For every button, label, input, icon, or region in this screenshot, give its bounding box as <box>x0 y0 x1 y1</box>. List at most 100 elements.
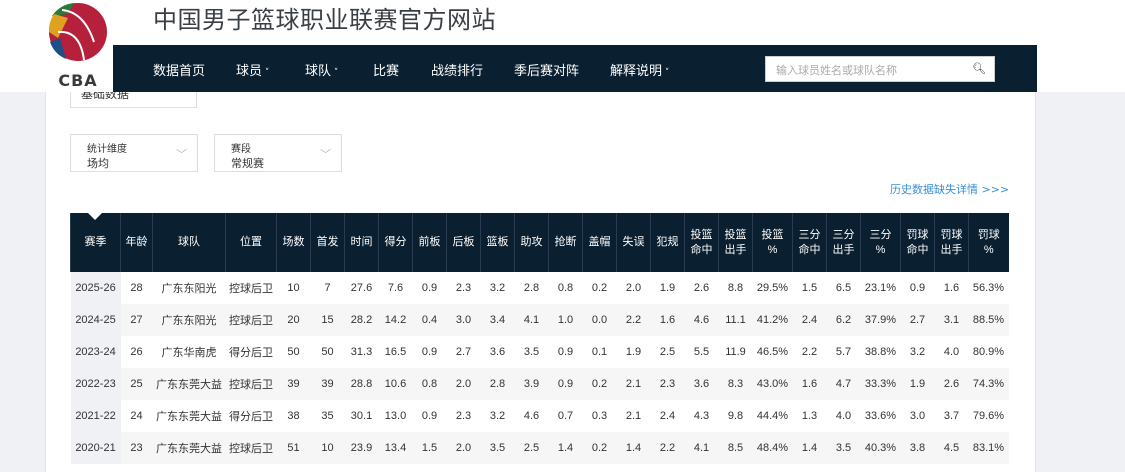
table-cell: 0.1 <box>591 346 608 358</box>
table-cell: 26 <box>130 346 143 358</box>
column-header[interactable]: 犯规 <box>650 213 685 272</box>
column-header[interactable]: 年龄 <box>120 213 153 272</box>
table-cell: 0.2 <box>591 282 608 294</box>
table-cell: 广东东莞大益 <box>156 411 222 423</box>
table-cell: 3.2 <box>489 410 506 422</box>
table-cell: 2.8 <box>480 368 515 400</box>
site-title: 中国男子篮球职业联赛官方网站 <box>153 6 496 34</box>
column-header[interactable]: 失误 <box>616 213 651 272</box>
table-cell: 得分后卫 <box>229 347 273 359</box>
cba-logo[interactable]: CBA <box>44 2 112 90</box>
table-cell: 31.3 <box>350 346 373 358</box>
nav-item[interactable]: 季后赛对阵 <box>514 60 579 79</box>
history-missing-link[interactable]: 历史数据缺失详情 >>> <box>890 183 1010 196</box>
nav-item[interactable]: 战绩排行 <box>431 60 483 79</box>
stage-select[interactable]: 赛段 常规赛 ﹀ <box>214 134 342 172</box>
table-cell: 3.5 <box>480 432 515 464</box>
column-header[interactable]: 三分 出手 <box>826 213 861 272</box>
search-input[interactable]: 输入球员姓名或球队名称 🔍︎ <box>765 56 995 82</box>
stage-value: 常规赛 <box>231 157 264 170</box>
table-cell: 2.5 <box>659 346 676 358</box>
column-header[interactable]: 罚球 出手 <box>934 213 969 272</box>
nav-item[interactable]: 比赛 <box>373 60 399 79</box>
table-cell: 3.6 <box>684 368 719 400</box>
table-cell: 51 <box>276 432 311 464</box>
column-header[interactable]: 场数 <box>276 213 311 272</box>
column-header[interactable]: 球队 <box>152 213 226 272</box>
column-header[interactable]: 前板 <box>412 213 447 272</box>
table-cell: 3.6 <box>489 346 506 358</box>
table-cell: 1.4 <box>616 432 651 464</box>
column-header[interactable]: 罚球 命中 <box>900 213 935 272</box>
table-row: 2022-23 25 广东东莞大益 控球后卫 39 39 28.8 10.6 0.8 2.0 2.8… <box>70 368 1009 400</box>
nav-item-label: 战绩排行 <box>431 64 484 79</box>
table-cell: 4.5 <box>934 432 969 464</box>
nav-item[interactable]: 球队 ˅ <box>305 60 338 79</box>
table-cell: 0.9 <box>421 346 438 358</box>
table-cell: 10 <box>310 432 345 464</box>
dimension-select[interactable]: 统计维度 场均 ﹀ <box>70 134 198 172</box>
table-cell: 2.6 <box>934 368 969 400</box>
table-cell: 80.9% <box>972 346 1005 358</box>
column-header[interactable]: 时间 <box>344 213 379 272</box>
table-cell: 3.0 <box>909 410 926 422</box>
column-header[interactable]: 篮板 <box>480 213 515 272</box>
column-header[interactable]: 投篮 命中 <box>684 213 719 272</box>
table-cell: 2.2 <box>650 432 685 464</box>
column-header[interactable]: 得分 <box>378 213 413 272</box>
table-cell: 13.4 <box>378 432 413 464</box>
table-cell: 0.2 <box>582 432 617 464</box>
column-header[interactable]: 抢断 <box>548 213 583 272</box>
column-header[interactable]: 位置 <box>225 213 277 272</box>
nav-item[interactable]: 解释说明 ˅ <box>610 60 669 79</box>
table-cell: 广东华南虎 <box>161 347 217 359</box>
table-cell: 2.7 <box>900 304 935 336</box>
search-icon[interactable]: 🔍︎ <box>972 62 986 75</box>
nav-item[interactable]: 数据首页 <box>153 60 205 79</box>
dimension-label: 统计维度 <box>87 144 127 155</box>
column-header[interactable]: 三分 % <box>860 213 901 272</box>
data-type-select[interactable]: 基础数据 ˅ <box>70 92 197 108</box>
table-cell: 4.6 <box>684 304 719 336</box>
column-header[interactable]: 三分 命中 <box>792 213 827 272</box>
table-cell: 广东东阳光 <box>161 283 217 295</box>
table-cell: 0.9 <box>557 346 574 358</box>
table-cell: 2.2 <box>801 346 818 358</box>
table-cell: 79.6% <box>972 410 1005 422</box>
table-cell: 28 <box>130 282 143 294</box>
table-cell: 1.9 <box>900 368 935 400</box>
table-cell: 3.0 <box>446 304 481 336</box>
column-header[interactable]: 盖帽 <box>582 213 617 272</box>
table-cell: 11.9 <box>725 346 746 358</box>
table-cell: 2.1 <box>616 368 651 400</box>
table-cell: 2.1 <box>625 410 642 422</box>
table-cell: 1.6 <box>792 368 827 400</box>
column-header[interactable]: 赛季 <box>70 213 121 272</box>
table-cell: 83.1% <box>968 432 1009 464</box>
table-cell: 1.6 <box>650 304 685 336</box>
column-header[interactable]: 首发 <box>310 213 345 272</box>
table-cell: 1.5 <box>801 282 818 294</box>
column-header[interactable]: 投篮 % <box>752 213 793 272</box>
table-cell: 0.2 <box>582 368 617 400</box>
table-cell: 广东东莞大益 <box>152 368 226 400</box>
table-cell: 5.7 <box>835 346 852 358</box>
table-cell: 27.6 <box>350 282 373 294</box>
table-cell: 7.6 <box>387 282 404 294</box>
table-cell: 2.6 <box>693 282 710 294</box>
dimension-value: 场均 <box>87 157 109 170</box>
column-header[interactable]: 投篮 出手 <box>718 213 753 272</box>
table-cell: 27 <box>120 304 153 336</box>
table-cell: 得分后卫 <box>229 411 273 423</box>
table-cell: 88.5% <box>968 304 1009 336</box>
table-cell: 50 <box>287 346 300 358</box>
table-cell: 2.3 <box>650 368 685 400</box>
column-header[interactable]: 助攻 <box>514 213 549 272</box>
chevron-down-icon: ﹀ <box>320 148 331 161</box>
table-cell: 3.8 <box>900 432 935 464</box>
column-header[interactable]: 罚球 % <box>968 213 1009 272</box>
table-cell: 2.5 <box>514 432 549 464</box>
table-cell: 43.0% <box>752 368 793 400</box>
nav-item[interactable]: 球员 ˅ <box>236 60 269 79</box>
column-header[interactable]: 后板 <box>446 213 481 272</box>
